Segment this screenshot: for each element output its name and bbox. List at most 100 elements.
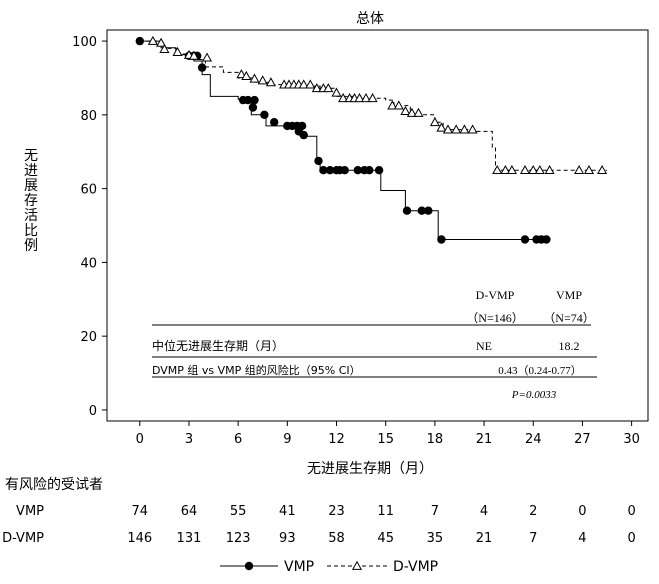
inset-n-dvmp: （N=146）	[466, 311, 523, 325]
vmp-point	[299, 130, 308, 140]
y-tick-label: 20	[80, 330, 97, 345]
risk-cell: 146	[127, 531, 152, 546]
dvmp-point	[534, 164, 545, 174]
risk-cell: 123	[226, 531, 251, 546]
y-label-char: 比	[24, 223, 38, 239]
risk-cell: 58	[328, 531, 345, 546]
vmp-point	[402, 206, 412, 215]
inset-n-vmp: （N=74）	[543, 311, 594, 325]
dvmp-point	[265, 77, 276, 87]
dvmp-point	[583, 164, 595, 174]
y-label-char: 无	[24, 148, 38, 164]
risk-row-label: VMP	[16, 504, 44, 519]
dvmp-point	[156, 37, 167, 47]
y-label-char: 进	[24, 163, 38, 179]
risk-cell: 21	[476, 531, 493, 546]
vmp-point	[374, 166, 384, 175]
vmp-point	[260, 110, 269, 120]
dvmp-point	[305, 79, 316, 89]
y-label-char: 活	[24, 208, 38, 224]
dvmp-point	[147, 35, 158, 45]
legend-label-vmp: VMP	[284, 559, 314, 575]
dvmp-point	[236, 69, 247, 79]
dvmp-point	[323, 83, 334, 93]
inset-table: D-VMP VMP （N=146） （N=74） 中位无进展生存期（月） NE 18.2 DV…	[152, 288, 597, 401]
y-tick-label: 80	[80, 109, 97, 124]
dvmp-point	[249, 73, 260, 83]
y-tick-label: 60	[80, 183, 97, 198]
risk-cell: 4	[480, 504, 488, 519]
risk-cell: 7	[431, 504, 439, 519]
dvmp-point	[241, 70, 252, 80]
dvmp-point	[331, 87, 342, 97]
risk-cell: 74	[132, 504, 149, 519]
inset-p-value: P=0.0033	[511, 389, 557, 401]
risk-cell: 93	[279, 531, 296, 546]
dvmp-point	[360, 92, 372, 103]
dvmp-point	[338, 92, 349, 103]
vmp-point	[243, 95, 253, 105]
dvmp-point	[393, 100, 404, 110]
x-tick-label: 18	[427, 432, 444, 447]
series-d-vmp	[139, 35, 608, 174]
risk-cell: 0	[578, 504, 586, 519]
dvmp-point	[367, 92, 378, 103]
x-tick-label: 24	[525, 432, 542, 447]
vmp-point	[325, 166, 335, 175]
plot-frame	[106, 29, 649, 422]
risk-cell: 64	[181, 504, 198, 519]
dvmp-point	[257, 75, 268, 85]
dvmp-point	[400, 105, 411, 115]
vmp-point	[270, 118, 279, 127]
inset-median-dvmp: NE	[476, 339, 492, 353]
dvmp-point	[311, 83, 322, 93]
x-tick-label: 21	[476, 432, 493, 447]
dvmp-point	[159, 43, 170, 53]
dvmp-point	[467, 124, 478, 134]
dvmp-point	[506, 164, 517, 174]
series-vmp	[135, 36, 551, 244]
dvmp-point	[298, 79, 309, 89]
dvmp-point	[387, 100, 398, 110]
dvmp-point	[574, 164, 585, 174]
dvmp-point	[429, 116, 440, 127]
chart-title: 总体	[356, 11, 384, 27]
risk-row-label: D-VMP	[2, 531, 44, 546]
dvmp-point	[413, 107, 424, 117]
vmp-point	[437, 235, 446, 244]
vmp-point	[197, 63, 207, 72]
dvmp-point	[451, 124, 462, 134]
dvmp-point	[544, 164, 555, 174]
legend-marker-vmp	[244, 561, 254, 571]
dvmp-point	[528, 164, 539, 174]
dvmp-point	[436, 122, 447, 132]
risk-cell: 41	[279, 504, 296, 519]
x-tick-label: 3	[185, 432, 193, 447]
risk-table-title: 有风险的受试者	[5, 477, 103, 493]
vmp-point	[314, 156, 323, 166]
dvmp-point	[519, 164, 531, 174]
inset-header-vmp: VMP	[556, 288, 582, 302]
legend-label-dvmp: D-VMP	[393, 559, 438, 575]
y-label-char: 存	[24, 193, 38, 209]
curves	[135, 35, 608, 244]
vmp-point	[542, 235, 551, 244]
dvmp-point	[459, 124, 470, 134]
x-axis-label: 无进展生存期（月）	[307, 461, 433, 477]
inset-hr-label: DVMP 组 vs VMP 组的风险比（95% CI）	[152, 363, 361, 377]
axis-ticks: 0 20 40 60 80 100 0 3 6 9 12 15 18 21 24 27 30	[72, 35, 640, 447]
vmp-point	[353, 166, 362, 175]
risk-cell: 23	[328, 504, 345, 519]
x-tick-label: 12	[328, 432, 345, 447]
legend-marker-dvmp	[351, 560, 363, 570]
y-tick-label: 0	[89, 404, 97, 419]
legend: VMP D-VMP	[220, 559, 438, 575]
x-tick-label: 27	[574, 432, 591, 447]
y-tick-label: 100	[72, 35, 97, 50]
risk-table: VMP 74 64 55 41 23 11 7 4 2 0 0D-VMP 146 131 123 93 58 45…	[2, 504, 636, 546]
dvmp-point	[597, 164, 608, 174]
x-tick-label: 30	[623, 432, 640, 447]
risk-cell: 55	[230, 504, 247, 519]
